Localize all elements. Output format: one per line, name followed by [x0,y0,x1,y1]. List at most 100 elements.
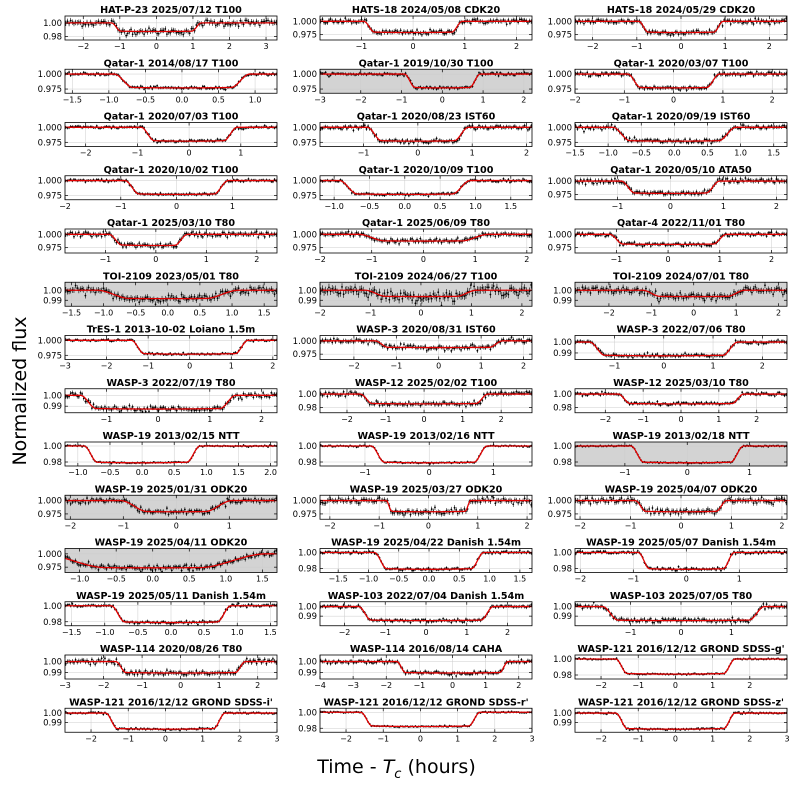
data-point [182,33,185,36]
data-point [597,74,600,77]
data-point [700,141,703,144]
data-point [583,130,585,133]
data-point [749,19,752,22]
data-point [341,286,343,288]
data-point [411,299,414,301]
data-point [442,191,445,194]
data-point [363,124,366,127]
data-point [197,296,199,299]
data-point [404,293,407,296]
x-tick-label: −2 [314,308,326,317]
data-point [154,138,157,141]
data-point [742,124,745,127]
y-tick-label: 1.000 [38,230,62,240]
data-point [82,71,85,74]
y-tick-label: 0.975 [293,138,317,148]
data-point [476,237,479,240]
y-tick-label: 0.975 [548,31,572,41]
data-point [783,124,786,127]
data-point [411,30,414,33]
data-point [157,299,160,302]
data-point [205,295,207,298]
data-point [419,237,422,240]
data-point [337,292,340,295]
data-point [692,30,695,32]
data-point [614,21,616,24]
data-point [260,20,263,23]
data-point [352,235,355,237]
y-tick-label: 1.000 [293,17,317,27]
data-point [357,293,360,295]
data-point [263,124,266,127]
data-point [684,33,686,36]
data-point [731,178,734,181]
data-point [401,297,404,300]
data-point [427,33,430,35]
data-point [527,292,529,295]
x-tick-label: −1 [366,255,378,264]
model-curve [320,20,532,34]
data-point [695,29,698,32]
data-point [448,292,451,295]
data-point [262,286,265,289]
data-point [91,23,93,26]
data-point [161,246,163,249]
x-tick-label: 0.5 [212,95,225,104]
data-point [579,124,582,127]
panel-title: Qatar-1 2020/05/10 ATA50 [610,165,752,176]
data-point [710,245,713,247]
data-point [752,23,755,25]
data-point [741,22,744,25]
x-tick-label: 2 [524,149,529,158]
data-point [605,19,608,21]
data-point [620,74,623,77]
data-point [118,297,121,300]
data-point [500,294,503,297]
data-point [87,23,90,26]
data-point [649,138,652,141]
data-point [151,87,154,90]
data-point [175,245,178,248]
data-point [69,74,72,77]
panel-frame [64,15,278,41]
data-point [394,241,397,244]
y-tick-label: 1.000 [548,230,572,240]
panel-title: Qatar-1 2020/10/09 T100 [359,165,494,176]
data-point [703,138,706,141]
data-point [226,236,229,239]
data-point [782,18,784,21]
data-point [710,142,713,145]
x-tick-label: 0.5 [701,149,714,158]
data-point [363,292,366,294]
data-point [716,179,719,181]
data-point [504,232,506,234]
data-point [394,138,397,141]
data-point [576,21,579,24]
x-tick-label: 0 [174,202,179,211]
data-point [373,288,376,291]
data-point [646,138,649,141]
data-point [527,129,529,131]
data-point [512,19,515,21]
data-point [768,71,771,74]
x-tick-label: 2 [767,42,772,51]
data-point [661,191,664,193]
data-point [523,124,526,127]
data-point [257,236,260,239]
data-point [321,18,324,21]
data-point [427,142,430,145]
data-point [487,127,490,130]
data-point [210,298,212,301]
data-point [223,88,225,91]
data-point [682,245,685,248]
data-point [383,141,386,144]
data-point [136,31,139,34]
panel-3: −2 −1 0 1 2 0.975 1.000 HATS-18 2024/05/29 CDK2… [548,5,788,51]
data-point [250,232,253,234]
data-point [659,191,662,193]
data-point [528,127,531,130]
data-point [739,177,742,180]
data-point [726,234,729,237]
x-tick-label: −1 [618,95,630,104]
data-point [407,194,410,197]
